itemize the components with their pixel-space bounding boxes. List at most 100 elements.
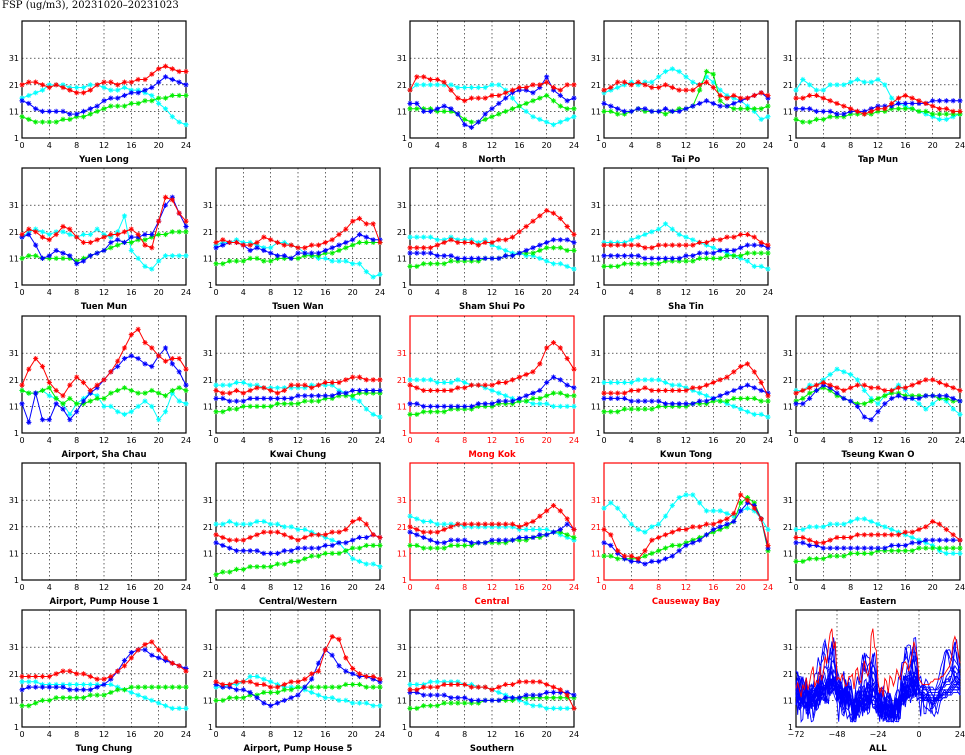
series-blue-point [46,684,52,690]
series-green-point [765,398,771,404]
series-green-point [621,406,628,412]
series-cyan-point [183,705,189,711]
series-red-point [421,74,427,80]
series-green-point [649,261,655,267]
panel-central-frame [409,462,575,581]
series-cyan-point [156,258,162,264]
series-cyan-point [615,505,621,511]
panel-airport-sha-chau-frame [21,315,187,434]
series-cyan-point [930,401,936,407]
series-red-point [550,84,557,91]
series-blue-point [274,550,281,557]
panel-tai-po-xtick-label: 20 [736,141,746,150]
series-blue-point [60,250,66,256]
series-blue-point [557,237,563,243]
series-blue-point [135,355,141,362]
series-blue-point [482,697,488,704]
series-blue-point [156,655,162,661]
series-green-point [101,106,107,112]
series-blue-point [87,106,93,112]
series-red-point [557,508,563,514]
series-green-point [108,103,114,109]
series-green-point [176,229,182,235]
series-green-point [571,106,577,112]
series-red-point [854,382,861,388]
series-blue-point [427,108,434,115]
series-green-point [240,258,246,264]
series-cyan-line [21,84,187,126]
panel-airport-pump-house-5-frame [215,609,381,728]
series-blue-point [149,363,155,370]
series-blue-point [220,542,226,549]
series-blue-point [288,548,294,554]
series-green-point [220,569,226,575]
series-green-point [807,119,813,125]
series-red-point [656,387,662,394]
series-green-point [108,245,114,251]
series-green-point [550,390,557,396]
series-blue-point [601,540,607,546]
series-blue-point [608,253,614,259]
series-cyan-point [336,697,342,704]
series-green-point [108,390,114,396]
series-cyan-point [26,92,32,99]
series-blue-point [820,545,826,551]
panel-sha-tin-xtick-label: 20 [736,288,746,297]
series-red-point [94,82,100,88]
series-cyan-point [509,95,516,101]
series-red-point [550,502,557,509]
series-blue-point [615,395,621,402]
series-cyan-point [115,409,121,415]
series-green-point [462,700,468,706]
series-red-point [448,387,454,394]
series-green-point [162,95,169,101]
series-red-point [26,673,32,680]
series-red-point [544,345,550,351]
series-red-point [309,532,315,538]
series-cyan-point [820,524,826,530]
series-green-point [841,553,847,559]
series-green-point [902,106,908,112]
series-blue-point [288,255,294,262]
series-red-point [628,553,634,559]
panel-all-xtick-label: −48 [829,730,846,739]
series-blue-point [101,247,107,254]
series-blue-point [220,242,226,248]
series-green-point [557,390,563,396]
series-blue-point [615,106,621,112]
series-blue-point [356,387,363,394]
series-cyan-point [407,377,413,383]
series-cyan-point [434,521,440,527]
series-green-point [233,406,240,412]
series-blue-point [615,550,621,557]
series-cyan-point [247,239,253,246]
series-cyan-point [468,681,475,688]
series-red-point [820,379,826,386]
series-cyan-point [731,403,737,410]
series-cyan-point [247,382,253,388]
panel-sha-tin-ytick-label: 31 [591,201,601,210]
series-cyan-point [295,385,301,391]
series-blue-point [889,103,895,109]
panel-north-xtick-label: 20 [542,141,552,150]
series-red-point [19,82,25,88]
panel-southern-xtick-label: 4 [435,730,440,739]
series-red-point [421,529,427,535]
series-green-point [642,108,648,115]
series-green-point [74,401,80,407]
series-blue-point [115,95,121,101]
series-green-point [356,681,363,688]
series-cyan-point [101,231,107,238]
series-cyan-point [421,234,427,240]
series-cyan-point [213,684,219,690]
panel-tsuen-wan-xtick-label: 16 [320,288,330,297]
series-green-point [135,390,141,396]
series-green-point [329,550,335,557]
panel-southern-xtick-label: 20 [542,730,552,739]
panel-southern-xtick-label: 12 [487,730,497,739]
series-red-point [724,95,730,101]
